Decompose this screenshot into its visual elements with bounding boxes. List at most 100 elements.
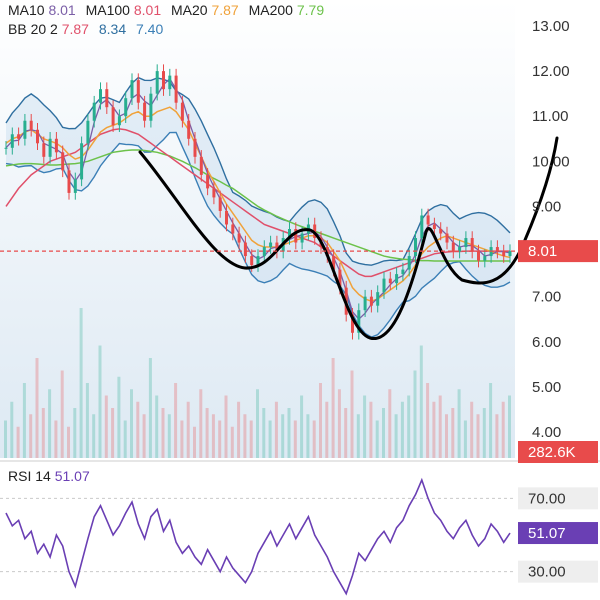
candle-body: [262, 247, 266, 257]
candle-body: [143, 102, 147, 121]
candle-body: [86, 120, 90, 144]
volume-bar: [375, 420, 379, 458]
freehand-drawing: [138, 136, 559, 340]
volume-bar: [463, 420, 467, 458]
volume-bar: [16, 426, 20, 458]
candle-body: [117, 116, 121, 126]
candle-body: [80, 143, 84, 180]
volume-bar: [470, 401, 474, 458]
price-tick-label: 7.00: [532, 289, 561, 306]
rsi-label: RSI 14: [8, 468, 51, 484]
candle-body: [180, 102, 184, 121]
candle-body: [193, 138, 197, 157]
rsi-legend: RSI 14 51.07: [8, 468, 96, 484]
volume-bar: [331, 358, 335, 458]
volume-bar: [218, 420, 222, 458]
volume-bar: [306, 414, 310, 458]
rsi-line: [5, 477, 511, 596]
volume-bar: [413, 370, 417, 458]
price-tick-label: 5.00: [532, 379, 561, 396]
volume-bar: [211, 414, 215, 458]
candle-body: [388, 278, 392, 284]
volume-bar: [237, 401, 241, 458]
rsi-high-badge-bg: [518, 487, 598, 510]
candle-body: [155, 71, 159, 94]
rsi-low-badge-text: 30.00: [528, 564, 566, 581]
volume-bar: [92, 414, 96, 458]
bb-label: BB 20 2: [8, 21, 58, 37]
price-badge-bg: [518, 240, 598, 263]
volume-bar: [60, 370, 64, 458]
volume-bars: [4, 308, 511, 458]
candle-body: [376, 292, 380, 306]
candle-body: [92, 102, 96, 121]
volume-bar: [293, 420, 297, 458]
volume-bar: [476, 414, 480, 458]
volume-bar: [501, 401, 505, 458]
volume-bar: [489, 383, 493, 458]
candle-body: [67, 170, 71, 193]
candle-body: [420, 215, 424, 239]
volume-bar: [394, 414, 398, 458]
price-tick-label: 10.00: [532, 153, 570, 170]
volume-bar: [350, 370, 354, 458]
volume-bar: [142, 414, 146, 458]
ma10-value: 8.01: [48, 2, 76, 18]
volume-bar: [104, 395, 108, 458]
volume-bar: [457, 389, 461, 458]
volume-bar: [337, 389, 341, 458]
volume-bar: [400, 401, 404, 458]
price-tick-label: 13.00: [532, 18, 570, 35]
candle-body: [10, 134, 14, 148]
candle-body: [206, 174, 210, 189]
volume-bar: [356, 414, 360, 458]
volume-bar: [180, 420, 184, 458]
volume-bar: [98, 345, 102, 458]
bb-legend: BB 20 2 7.87 8.34 7.40: [8, 21, 169, 37]
candle-body: [17, 134, 21, 139]
candle-body: [502, 251, 506, 257]
candle-body: [401, 269, 405, 275]
candle-body: [111, 107, 115, 126]
ma10-label: MA10: [8, 2, 45, 18]
volume-badge-text: 282.6K: [528, 444, 576, 461]
volume-bar: [136, 401, 140, 458]
ma20-value: 7.87: [211, 2, 239, 18]
volume-bar: [287, 408, 291, 458]
candle-body: [162, 71, 165, 90]
price-tick-label: 11.00: [532, 108, 568, 125]
candle-body: [225, 210, 228, 225]
volume-bar: [508, 395, 511, 458]
candle-body: [369, 296, 373, 306]
rsi-low-badge-bg: [518, 560, 598, 583]
volume-bar: [438, 395, 442, 458]
ma100-value: 8.01: [133, 2, 162, 18]
candle-body: [99, 89, 102, 103]
volume-bar: [432, 401, 436, 458]
candle-body: [395, 274, 399, 284]
volume-bar: [29, 414, 33, 458]
price-tick-label: 9.00: [532, 198, 561, 215]
ma20-label: MA20: [171, 2, 208, 18]
candle-body: [288, 229, 291, 239]
candle-body: [42, 143, 46, 157]
volume-bar: [167, 414, 171, 458]
bb-upper-line: [5, 76, 511, 266]
candle-body: [48, 138, 52, 157]
candle-body: [187, 120, 191, 139]
bb-upper-value: 7.87: [61, 21, 89, 37]
volume-bar: [344, 408, 348, 458]
candle-body: [212, 188, 216, 198]
volume-bar: [262, 408, 266, 458]
rsi-pane: [0, 477, 515, 596]
volume-bar: [382, 408, 385, 458]
candle-body: [237, 233, 241, 243]
candle-body: [4, 147, 8, 149]
volume-bar: [243, 414, 247, 458]
candle-body: [458, 247, 462, 252]
candle-body: [439, 229, 443, 234]
volume-bar: [41, 408, 45, 458]
candle-body: [218, 197, 222, 211]
volume-bar: [325, 401, 329, 458]
